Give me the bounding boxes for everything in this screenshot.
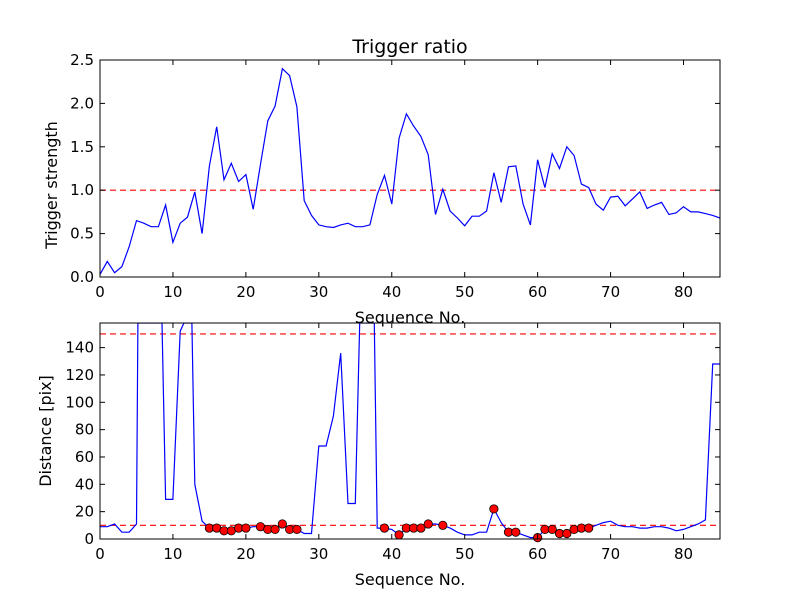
data-point <box>277 519 287 529</box>
y-tick-label: 60 <box>75 448 94 466</box>
y-tick-label: 0 <box>84 530 94 548</box>
series-line <box>100 323 720 539</box>
y-tick-label: 120 <box>65 366 94 384</box>
x-tick-label: 30 <box>309 545 328 563</box>
data-point <box>438 520 448 530</box>
x-tick-label: 50 <box>455 283 474 301</box>
data-point <box>423 519 433 529</box>
x-tick-label: 70 <box>601 283 620 301</box>
x-tick-label: 10 <box>163 283 182 301</box>
data-point <box>562 528 572 539</box>
data-point <box>379 523 390 533</box>
x-tick-label: 0 <box>95 545 105 563</box>
y-axis-label: Distance [pix] <box>36 375 55 487</box>
y-tick-label: 80 <box>75 421 94 439</box>
data-point <box>394 530 404 540</box>
x-tick-label: 10 <box>163 545 182 563</box>
x-axis-label: Sequence No. <box>355 570 466 589</box>
y-tick-label: 1.0 <box>70 181 94 199</box>
data-point <box>511 527 521 537</box>
data-point <box>489 504 499 514</box>
x-axis-label: Sequence No. <box>355 308 466 327</box>
data-point <box>292 524 302 535</box>
x-tick-label: 80 <box>674 283 693 301</box>
y-tick-label: 0.5 <box>70 225 94 243</box>
series-line <box>100 67 720 275</box>
x-tick-label: 0 <box>95 283 105 301</box>
y-axis-label: Trigger strength <box>42 121 61 250</box>
x-tick-label: 80 <box>674 545 693 563</box>
y-tick-label: 2.5 <box>70 51 94 69</box>
plot-frame <box>99 59 721 278</box>
data-point <box>270 524 280 535</box>
data-point <box>547 524 557 535</box>
x-tick-label: 40 <box>382 283 401 301</box>
chart-title: Trigger ratio <box>351 36 467 58</box>
y-tick-label: 100 <box>65 393 94 411</box>
x-tick-label: 60 <box>528 283 547 301</box>
x-tick-label: 40 <box>382 545 401 563</box>
y-tick-label: 2.0 <box>70 94 94 112</box>
x-tick-label: 70 <box>601 545 620 563</box>
x-tick-label: 20 <box>236 545 255 563</box>
y-tick-label: 20 <box>75 503 94 521</box>
plot-frame <box>99 322 721 540</box>
x-tick-label: 30 <box>309 283 328 301</box>
trigger-ratio-plot: Trigger ratio Trigger strength Sequence … <box>42 36 721 327</box>
y-tick-label: 1.5 <box>70 138 94 156</box>
data-point <box>584 523 594 533</box>
x-tick-label: 20 <box>236 283 255 301</box>
data-point <box>241 523 251 533</box>
x-tick-label: 50 <box>455 545 474 563</box>
y-tick-label: 140 <box>65 339 94 357</box>
y-tick-label: 40 <box>75 475 94 493</box>
y-tick-label: 0.0 <box>70 268 94 286</box>
x-tick-label: 60 <box>528 545 547 563</box>
data-point <box>416 523 426 533</box>
distance-plot: Distance [pix] Sequence No. 0 10 20 30 40 50 6… <box>36 322 721 589</box>
